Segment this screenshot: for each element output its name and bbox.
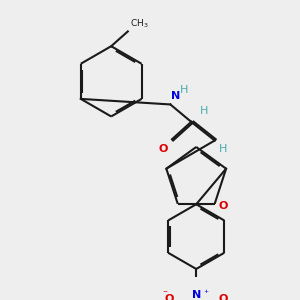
Text: $^-$: $^-$ — [161, 288, 169, 297]
Text: O: O — [218, 293, 228, 300]
Text: N: N — [192, 290, 201, 300]
Text: H: H — [218, 144, 227, 154]
Text: H: H — [200, 106, 208, 116]
Text: O: O — [165, 293, 174, 300]
Text: CH$_3$: CH$_3$ — [130, 17, 148, 30]
Text: O: O — [218, 201, 228, 211]
Text: O: O — [158, 144, 168, 154]
Text: $^+$: $^+$ — [202, 288, 209, 297]
Text: N: N — [171, 91, 181, 101]
Text: H: H — [180, 85, 188, 95]
